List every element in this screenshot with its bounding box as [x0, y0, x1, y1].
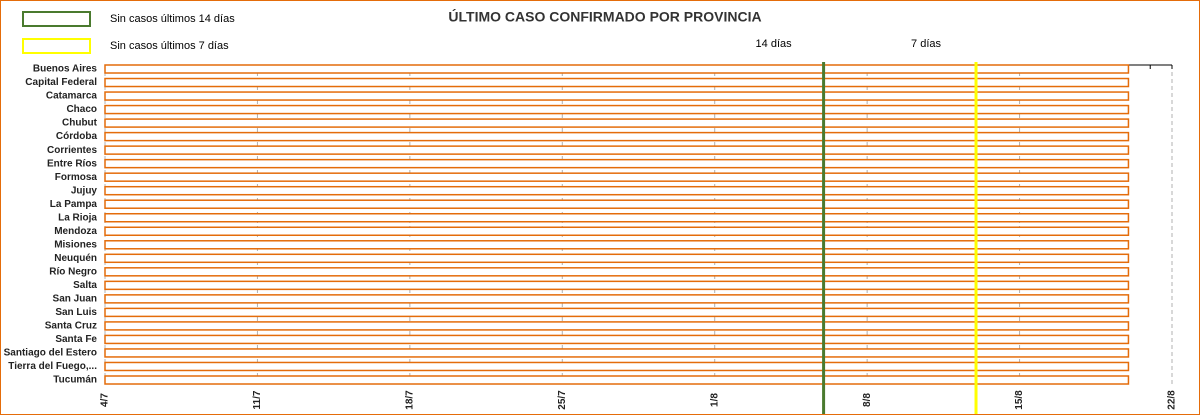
y-tick-label: Tucumán: [53, 375, 97, 386]
x-tick-label: 15/8: [1014, 390, 1025, 410]
bar: [104, 199, 1130, 209]
bar: [104, 185, 1130, 196]
y-tick-label: San Luis: [55, 307, 97, 318]
y-tick-label: Río Negro: [49, 266, 97, 277]
x-tick-label: 11/7: [252, 390, 263, 409]
bar: [104, 280, 1130, 291]
y-tick-label: Catamarca: [46, 91, 98, 102]
reference-label: 7 días: [911, 38, 941, 50]
bar: [104, 131, 1130, 142]
bar: [104, 361, 1130, 372]
y-tick-label: Corrientes: [47, 145, 97, 156]
y-tick-label: Misiones: [54, 239, 97, 250]
bar: [104, 253, 1130, 264]
bar: [104, 77, 1130, 88]
bar: [104, 267, 1130, 277]
legend-swatch: [22, 11, 91, 27]
bar: [104, 226, 1130, 237]
bar: [104, 334, 1130, 345]
bar: [104, 172, 1130, 182]
y-tick-label: Córdoba: [56, 131, 98, 142]
bar: [104, 118, 1130, 128]
bar: [104, 375, 1130, 385]
y-tick-label: La Pampa: [50, 199, 98, 210]
x-tick-label: 22/8: [1167, 390, 1178, 410]
y-tick-label: Mendoza: [54, 226, 97, 237]
y-tick-label: Tierra del Fuego,...: [8, 361, 97, 372]
y-tick-label: Chubut: [62, 118, 98, 129]
y-tick-label: Jujuy: [71, 185, 98, 196]
reference-label: 14 días: [756, 38, 793, 50]
bar: [104, 307, 1130, 318]
legend-label: Sin casos últimos 14 días: [110, 13, 235, 25]
y-tick-label: San Juan: [53, 294, 97, 305]
y-tick-label: Buenos Aires: [33, 64, 98, 75]
bar: [104, 348, 1130, 358]
bar: [104, 91, 1130, 101]
bar: [104, 64, 1130, 74]
x-tick-label: 4/7: [100, 393, 111, 407]
x-tick-label: 8/8: [862, 393, 873, 407]
legend-label: Sin casos últimos 7 días: [110, 40, 229, 52]
x-tick-label: 18/7: [404, 390, 415, 410]
y-tick-label: Santa Fe: [55, 334, 97, 345]
bar: [104, 240, 1130, 250]
y-tick-label: Santa Cruz: [45, 321, 97, 332]
bar: [104, 145, 1130, 155]
y-tick-label: Capital Federal: [25, 77, 97, 88]
legend-swatch: [22, 38, 91, 54]
y-tick-label: Chaco: [66, 104, 97, 115]
bar: [104, 104, 1130, 115]
y-tick-label: Entre Ríos: [47, 158, 97, 169]
x-tick-label: 25/7: [557, 390, 568, 410]
y-tick-label: Formosa: [55, 172, 98, 183]
bar: [104, 158, 1130, 169]
y-tick-label: Salta: [73, 280, 97, 291]
chart-title: ÚLTIMO CASO CONFIRMADO POR PROVINCIA: [448, 8, 761, 25]
bar: [104, 321, 1130, 331]
bar: [104, 212, 1130, 223]
y-tick-label: Santiago del Estero: [4, 348, 97, 359]
y-tick-label: La Rioja: [58, 212, 97, 223]
y-tick-label: Neuquén: [54, 253, 97, 264]
bar: [104, 294, 1130, 304]
x-tick-label: 1/8: [709, 393, 720, 407]
